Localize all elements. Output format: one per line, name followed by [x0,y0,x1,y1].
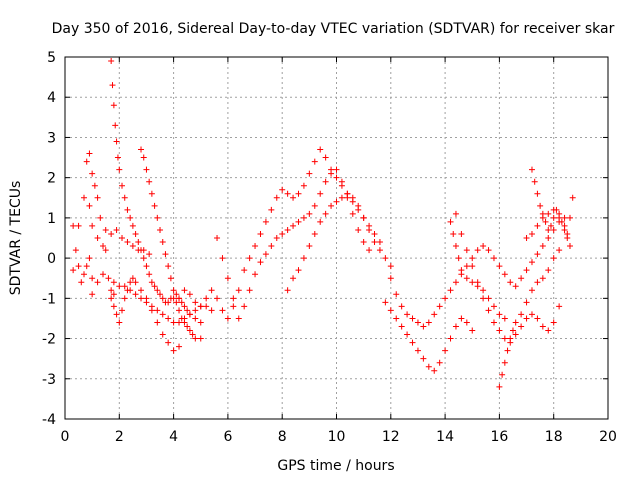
series-track-a [70,194,117,298]
plus-marker-path [447,218,508,322]
x-tick-label: 10 [328,429,346,445]
series-track-p [523,206,573,250]
series-track-q [447,218,508,322]
x-tick-label: 12 [382,429,400,445]
series-track-f [138,146,204,342]
x-tick-labels: 0 2 4 6 8 10 12 14 16 18 20 [61,429,617,445]
axis-ticks [64,56,609,420]
x-tick-label: 14 [436,429,454,445]
series-track-k [382,299,476,374]
x-tick-label: 4 [169,429,178,445]
x-tick-label: 2 [115,429,124,445]
series-track-o [528,166,576,241]
y-tick-label: 0 [47,251,56,267]
plus-marker-path [523,206,573,250]
x-tick-label: 20 [599,429,617,445]
series-track-e [108,58,204,326]
y-tick-label: -1 [42,291,56,307]
chart-title: Day 350 of 2016, Sidereal Day-to-day VTE… [52,21,615,37]
x-tick-label: 18 [545,429,563,445]
plus-marker-path [382,299,476,374]
x-tick-label: 6 [223,429,232,445]
plus-marker-path [528,166,576,241]
x-tick-label: 0 [61,429,70,445]
data-points [70,58,576,390]
plus-marker-path [284,190,394,294]
series-track-g [108,275,183,354]
y-tick-label: -3 [42,372,56,388]
y-axis-label: SDTVAR / TECUs [8,181,24,296]
plus-marker-path [496,247,563,390]
y-tick-label: 1 [47,211,56,227]
y-tick-label: -2 [42,332,56,348]
y-tick-label: 5 [47,50,56,66]
y-tick-label: 4 [47,90,56,106]
x-tick-label: 8 [278,429,287,445]
plus-marker-path [83,150,153,258]
plus-marker-path [70,222,96,286]
x-axis-label: GPS time / hours [277,458,394,474]
plus-marker-path [452,210,563,346]
series-track-m [452,210,563,346]
series-track-n [496,247,563,390]
plus-marker-path [108,275,183,354]
series-track-l [387,214,568,330]
series-track-c [83,150,153,258]
series-track-i [214,166,373,322]
series-track-j [284,190,394,294]
y-tick-labels: -4 -3 -2 -1 0 1 2 3 4 5 [42,50,56,428]
plus-marker-path [108,58,204,326]
y-tick-label: 3 [47,130,56,146]
y-tick-label: -4 [42,412,56,428]
plus-marker-path [176,146,383,322]
plus-marker-path [138,146,204,342]
series-track-b [70,222,96,286]
x-tick-label: 16 [490,429,508,445]
plus-marker-path [214,166,373,322]
plus-marker-path [387,214,568,330]
y-tick-label: 2 [47,171,56,187]
series-track-h [176,146,383,322]
plus-marker-path [70,194,117,298]
